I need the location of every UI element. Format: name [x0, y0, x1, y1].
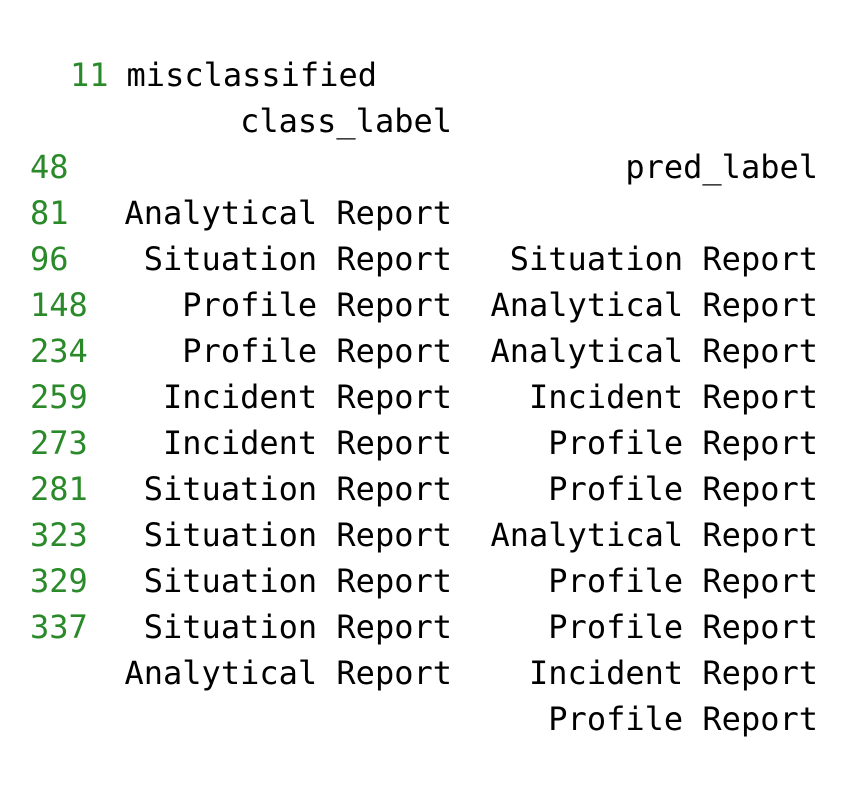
- class-label-cell: Situation Report: [143, 240, 452, 278]
- pred-label-cell: Profile Report: [548, 424, 818, 462]
- pred-label-cell: Profile Report: [548, 700, 818, 738]
- pred-label-cell: Profile Report: [548, 562, 818, 600]
- table-row: 329 Situation Report Incident Report: [0, 512, 848, 692]
- pred-label-cell: Incident Report: [529, 378, 818, 416]
- column-header-pred-label: pred_label: [625, 148, 818, 186]
- pred-label-cell: Situation Report: [509, 240, 818, 278]
- class-label-cell: Profile Report: [182, 332, 452, 370]
- table-row: 273 Situation Report Analytical Report: [0, 374, 848, 554]
- class-label-cell: Situation Report: [143, 516, 452, 554]
- table-row: 81 Situation Report Analytical Report: [0, 144, 848, 324]
- pred-label-cell: Analytical Report: [490, 332, 818, 370]
- table-row: 148 Profile Report Incident Report: [0, 236, 848, 416]
- misclassified-count: 11: [70, 56, 109, 94]
- table-row: 281 Situation Report Profile Report: [0, 420, 848, 600]
- table-row: 48 Analytical Report Situation Report: [0, 98, 848, 278]
- class-label-cell: Situation Report: [143, 608, 452, 646]
- row-index: 337: [30, 608, 88, 646]
- row-index: 329: [30, 562, 88, 600]
- row-index: 323: [30, 516, 88, 554]
- misclassified-summary: 11 misclassified: [0, 6, 848, 94]
- column-header-class-label: class_label: [240, 102, 452, 140]
- class-label-cell: Incident Report: [163, 378, 452, 416]
- class-label-cell: Situation Report: [143, 562, 452, 600]
- pred-label-cell: Profile Report: [548, 470, 818, 508]
- table-row: 259 Incident Report Profile Report: [0, 328, 848, 508]
- row-index: 273: [30, 424, 88, 462]
- row-index: 234: [30, 332, 88, 370]
- class-label-cell: Analytical Report: [124, 654, 452, 692]
- pred-label-cell: Profile Report: [548, 608, 818, 646]
- row-index: 81: [30, 194, 69, 232]
- misclassified-label: misclassified: [126, 56, 377, 94]
- row-index: 96: [30, 240, 69, 278]
- pred-label-cell: Analytical Report: [490, 516, 818, 554]
- row-index: 259: [30, 378, 88, 416]
- table-row: 234 Incident Report Profile Report: [0, 282, 848, 462]
- pred-label-cell: Analytical Report: [490, 286, 818, 324]
- pred-label-cell: Incident Report: [529, 654, 818, 692]
- table-header: class_label pred_label: [0, 52, 848, 186]
- class-label-cell: Profile Report: [182, 286, 452, 324]
- row-index: 48: [30, 148, 69, 186]
- table-row: 96 Profile Report Analytical Report: [0, 190, 848, 370]
- class-label-cell: Analytical Report: [124, 194, 452, 232]
- row-index: 148: [30, 286, 88, 324]
- misclassified-table: class_label pred_label 48 Analytical Rep…: [0, 52, 848, 738]
- class-label-cell: Situation Report: [143, 470, 452, 508]
- row-index: 281: [30, 470, 88, 508]
- table-row: 323 Situation Report Profile Report: [0, 466, 848, 646]
- table-row: 337 Analytical Report Profile Report: [0, 558, 848, 738]
- class-label-cell: Incident Report: [163, 424, 452, 462]
